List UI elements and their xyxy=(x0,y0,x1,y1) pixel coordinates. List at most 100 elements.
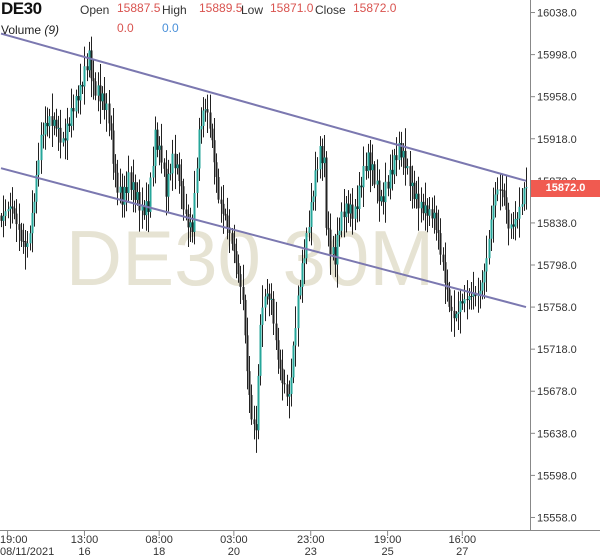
candle-body xyxy=(481,282,484,291)
candle-body xyxy=(450,306,453,311)
candle xyxy=(94,72,97,101)
candle xyxy=(75,89,78,118)
candle xyxy=(404,128,407,186)
candle xyxy=(435,205,438,241)
candle xyxy=(112,108,115,180)
candle-body xyxy=(391,169,394,175)
volume-period: (9) xyxy=(44,23,60,37)
volume-indicator-label[interactable]: Volume (9) xyxy=(1,23,59,37)
candle xyxy=(4,199,7,227)
candle xyxy=(22,223,25,254)
candle-body xyxy=(420,201,423,209)
candle xyxy=(261,285,264,348)
candle xyxy=(211,123,214,149)
candle xyxy=(42,122,45,149)
candle xyxy=(77,85,80,114)
candle-body xyxy=(116,172,119,193)
candle xyxy=(33,193,36,227)
candle-body xyxy=(398,142,401,161)
candle-body xyxy=(2,216,5,221)
candle-body xyxy=(11,206,14,209)
x-tick-date: 25 xyxy=(381,546,393,558)
candle xyxy=(422,193,425,221)
candle-body xyxy=(26,243,29,247)
candle-body xyxy=(275,323,278,341)
candle xyxy=(152,146,155,187)
candle-body xyxy=(283,383,286,385)
candle-body xyxy=(18,224,21,230)
candle-body xyxy=(125,187,128,193)
candle xyxy=(272,291,275,335)
candle-body xyxy=(15,213,18,225)
candle-body xyxy=(182,186,185,210)
high-label: High xyxy=(162,3,187,17)
channel-lines[interactable] xyxy=(0,32,527,309)
candle xyxy=(512,211,515,240)
candle xyxy=(103,76,106,120)
candle xyxy=(62,131,65,147)
candle xyxy=(66,107,69,160)
candle-body xyxy=(439,233,442,255)
candle xyxy=(0,213,3,228)
candle xyxy=(499,173,502,211)
candle xyxy=(253,405,256,440)
candle-body xyxy=(264,296,267,308)
channel-upper-line[interactable] xyxy=(0,32,527,182)
candle xyxy=(127,155,130,202)
candle xyxy=(178,152,181,194)
candle-body xyxy=(204,109,207,111)
candle-body xyxy=(332,247,335,255)
candle-body xyxy=(268,293,271,300)
candle xyxy=(99,64,102,124)
candle-body xyxy=(68,123,71,126)
candle-body xyxy=(154,129,157,166)
watermark: DE30 30M xyxy=(66,214,435,302)
candle-body xyxy=(97,85,100,96)
candle-body xyxy=(13,208,16,214)
candle-body xyxy=(514,219,517,227)
candle-body xyxy=(470,296,473,298)
candle xyxy=(525,167,528,210)
candle-body xyxy=(442,254,445,263)
candle xyxy=(417,176,420,231)
candle-body xyxy=(119,186,122,193)
candle xyxy=(237,254,240,283)
candle xyxy=(360,176,363,198)
candle-body xyxy=(57,127,60,129)
y-tick-label: 15638.0 xyxy=(537,428,577,440)
candle xyxy=(488,229,491,265)
candle-body xyxy=(402,150,405,158)
candle-body xyxy=(112,130,115,164)
candle-body xyxy=(0,215,3,221)
candle xyxy=(382,182,385,215)
candle xyxy=(119,168,122,204)
candle-body xyxy=(516,218,519,220)
channel-lower-line[interactable] xyxy=(0,167,527,309)
candle xyxy=(424,182,427,231)
candle-body xyxy=(228,227,231,234)
candle xyxy=(266,279,269,305)
candle xyxy=(297,285,300,347)
candle xyxy=(143,200,146,220)
candle-body xyxy=(485,258,488,272)
candle-body xyxy=(174,153,177,169)
candle xyxy=(305,227,308,265)
candle-body xyxy=(209,112,212,129)
candle-body xyxy=(424,205,427,214)
x-tick-time: 13:00 xyxy=(71,534,99,546)
candle-body xyxy=(413,182,416,200)
candle xyxy=(286,374,289,407)
candle xyxy=(312,190,315,211)
candle xyxy=(64,118,67,160)
candle-body xyxy=(92,78,95,82)
candle xyxy=(40,122,43,174)
candle-body xyxy=(231,233,234,244)
candle-body xyxy=(463,299,466,304)
candle-body xyxy=(512,224,515,227)
candle-body xyxy=(81,84,84,87)
candle xyxy=(200,107,203,144)
candle xyxy=(193,170,196,245)
candle xyxy=(174,134,177,190)
candle xyxy=(264,288,267,322)
